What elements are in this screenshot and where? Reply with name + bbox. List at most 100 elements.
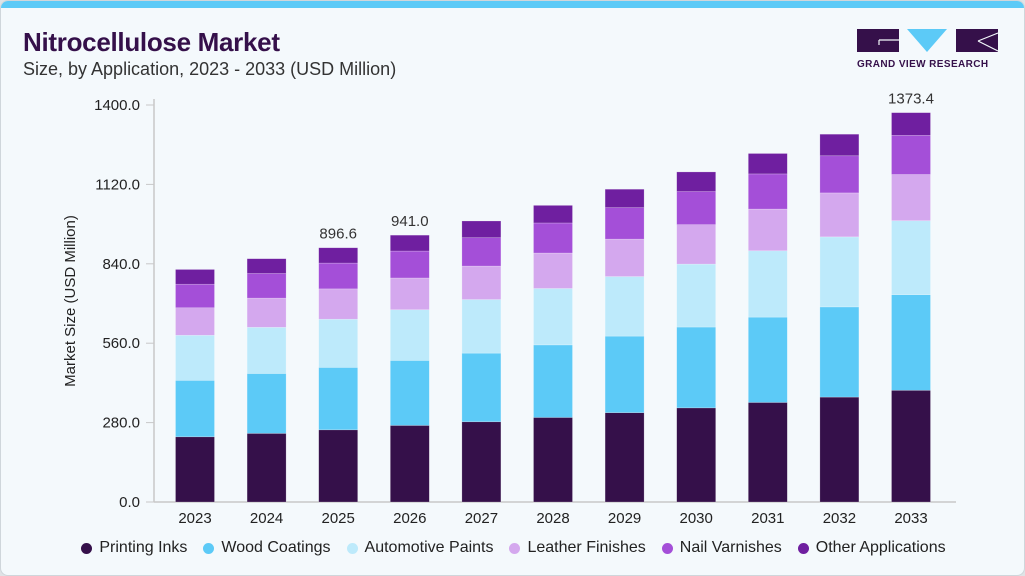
legend-item: Leather Finishes [509, 539, 646, 557]
bar-segment-nail-varnishes [461, 237, 502, 267]
bar-segment-leather-finishes [533, 252, 573, 289]
bar-segment-printing-inks [389, 425, 430, 503]
legend-label: Printing Inks [99, 539, 188, 556]
bar-segment-automotive-paints [533, 288, 573, 346]
bar-segment-other-applications [175, 269, 215, 285]
bar-segment-other-applications [318, 247, 359, 264]
legend-dot-icon [797, 542, 809, 554]
bar-segment-leather-finishes [461, 265, 502, 300]
bar-segment-automotive-paints [246, 327, 287, 374]
bar-segment-printing-inks [676, 407, 717, 503]
legend-item: Other Applications [797, 539, 946, 557]
bar-segment-printing-inks [246, 433, 287, 503]
x-tick-label: 2023 [178, 510, 211, 527]
bar-segment-wood-coatings [318, 367, 359, 431]
bar-segment-other-applications [533, 205, 573, 224]
bar-segment-wood-coatings [891, 294, 931, 391]
x-tick-label: 2029 [608, 510, 641, 527]
legend-label: Other Applications [815, 539, 946, 556]
x-tick-label: 2024 [250, 510, 283, 527]
bar-segment-nail-varnishes [747, 173, 788, 210]
x-tick-label: 2028 [536, 510, 569, 527]
bar-segment-leather-finishes [819, 192, 860, 238]
bar-segment-wood-coatings [389, 360, 430, 426]
legend-item: Automotive Paints [346, 539, 493, 557]
bar-segment-leather-finishes [676, 224, 717, 265]
legend-dot-icon [509, 542, 521, 554]
bar-segment-leather-finishes [318, 288, 359, 320]
x-tick-label: 2025 [322, 510, 355, 527]
accent-bar [1, 1, 1024, 8]
bar-segment-nail-varnishes [318, 262, 359, 290]
bar-segment-printing-inks [891, 389, 931, 503]
bar-segment-other-applications [676, 171, 717, 192]
legend-dot-icon [81, 542, 93, 554]
data-label: 1373.4 [888, 91, 934, 108]
bar-segment-automotive-paints [604, 276, 645, 337]
bar-segment-other-applications [604, 188, 645, 208]
y-tick-label: 280.0 [102, 415, 140, 432]
bar-segment-other-applications [246, 258, 287, 274]
bar-segment-leather-finishes [604, 238, 645, 277]
bar-segment-automotive-paints [747, 250, 788, 318]
x-tick-label: 2033 [894, 510, 927, 527]
bar-segment-printing-inks [604, 412, 645, 503]
bar-segment-automotive-paints [676, 263, 717, 328]
legend-dot-icon [346, 542, 358, 554]
legend-item: Wood Coatings [203, 539, 331, 557]
bar-segment-printing-inks [747, 402, 788, 503]
bar-segment-wood-coatings [604, 335, 645, 413]
logo-text: GRAND VIEW RESEARCH [857, 59, 989, 70]
bar-segment-wood-coatings [747, 316, 788, 403]
bar-segment-printing-inks [175, 436, 215, 503]
bar-segment-other-applications [819, 133, 860, 157]
bar-segment-other-applications [747, 153, 788, 175]
bar-segment-leather-finishes [389, 277, 430, 311]
x-tick-label: 2030 [680, 510, 713, 527]
bar-segment-nail-varnishes [533, 222, 573, 254]
bar-segment-automotive-paints [819, 236, 860, 308]
bar-segment-automotive-paints [389, 309, 430, 361]
bar-segment-automotive-paints [461, 299, 502, 354]
bar-segment-automotive-paints [891, 220, 931, 296]
y-tick-label: 560.0 [102, 335, 140, 352]
legend-dot-icon [661, 542, 673, 554]
bar-segment-automotive-paints [318, 318, 359, 368]
legend-label: Wood Coatings [221, 539, 331, 556]
bar-segment-nail-varnishes [604, 207, 645, 240]
bar-segment-nail-varnishes [246, 273, 287, 299]
legend-dot-icon [203, 542, 215, 554]
y-tick-label: 1120.0 [95, 176, 140, 193]
chart-title: Nitrocellulose Market [23, 27, 280, 57]
bar-segment-wood-coatings [676, 326, 717, 409]
bar-segment-nail-varnishes [389, 250, 430, 279]
y-axis-label: Market Size (USD Million) [62, 215, 79, 387]
x-tick-label: 2031 [751, 510, 784, 527]
bar-segment-leather-finishes [175, 307, 215, 336]
bar-segment-nail-varnishes [175, 283, 215, 309]
bar-segment-other-applications [891, 112, 931, 136]
bar-segment-wood-coatings [533, 344, 573, 418]
y-tick-label: 1400.0 [94, 97, 140, 114]
y-tick-label: 840.0 [102, 256, 140, 273]
x-tick-label: 2032 [823, 510, 856, 527]
bar-segment-printing-inks [318, 429, 359, 503]
bar-segment-wood-coatings [246, 373, 287, 434]
bar-segment-printing-inks [461, 421, 502, 503]
bar-segment-leather-finishes [246, 297, 287, 328]
bar-segment-other-applications [461, 220, 502, 239]
bar-segment-printing-inks [819, 396, 860, 503]
gvr-logo-icon [857, 29, 999, 52]
bar-segment-leather-finishes [891, 174, 931, 221]
bar-segment-printing-inks [533, 417, 573, 503]
legend-item: Nail Varnishes [661, 539, 782, 557]
y-tick-label: 0.0 [119, 494, 140, 511]
bar-segment-nail-varnishes [819, 155, 860, 194]
legend-item: Printing Inks [81, 539, 187, 557]
bar-segment-nail-varnishes [676, 191, 717, 225]
x-tick-label: 2027 [465, 510, 498, 527]
chart-subtitle: Size, by Application, 2023 - 2033 (USD M… [23, 59, 397, 79]
bar-segment-leather-finishes [747, 208, 788, 252]
